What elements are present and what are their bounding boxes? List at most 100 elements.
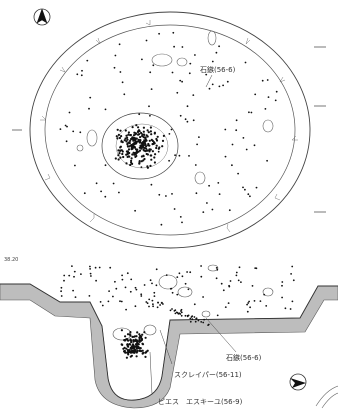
artifact-dot (142, 148, 145, 151)
artifact-dot (144, 136, 147, 139)
artifact-dot (145, 134, 148, 137)
artifact-dot (148, 105, 150, 108)
artifact-dot (161, 301, 163, 304)
artifact-dot (250, 111, 253, 114)
artifact-dot (159, 304, 162, 306)
artifact-dot (231, 164, 233, 167)
artifact-dot (191, 315, 194, 318)
artifact-dot (179, 114, 182, 117)
artifact-dot (118, 191, 120, 194)
artifact-dot (89, 96, 92, 99)
artifact-dot (142, 136, 145, 139)
artifact-dot (148, 149, 151, 152)
artifact-dot (242, 186, 244, 189)
artifact-dot (237, 279, 240, 282)
artifact-dot (197, 319, 200, 322)
artifact-dot (179, 79, 182, 82)
artifact-dot (126, 143, 129, 146)
artifact-dot (79, 131, 82, 134)
artifact-dot (134, 140, 137, 143)
artifact-dot (192, 119, 195, 122)
artifact-dot (145, 301, 148, 303)
artifact-dot (218, 85, 221, 88)
artifact-dot (143, 284, 146, 286)
artifact-dot (145, 152, 148, 156)
artifact-dot (174, 154, 177, 157)
artifact-dot (119, 300, 121, 303)
artifact-dot (245, 148, 248, 151)
artifact-dot (127, 133, 130, 136)
artifact-dot (217, 182, 220, 184)
artifact-dot (150, 133, 153, 136)
artifact-dot (290, 273, 292, 275)
artifact-dot (146, 302, 149, 305)
artifact-dot (124, 129, 127, 132)
artifact-dot (168, 159, 171, 162)
artifact-dot (216, 268, 219, 271)
artifact-dot (134, 339, 137, 342)
artifact-dot (180, 308, 183, 311)
artifact-dot (179, 216, 182, 218)
artifact-dot (101, 304, 104, 307)
artifact-dot (125, 140, 128, 143)
artifact-dot (176, 293, 179, 296)
artifact-dot (247, 193, 250, 196)
artifact-dot (224, 128, 227, 131)
artifact-dot (129, 355, 132, 358)
artifact-dot (149, 126, 152, 129)
artifact-dot (186, 271, 189, 273)
artifact-dot (152, 303, 154, 306)
artifact-dot (168, 133, 171, 135)
artifact-dot (186, 315, 189, 318)
artifact-dot (90, 275, 92, 277)
artifact-dot (198, 136, 200, 139)
artifact-dot (119, 129, 122, 132)
artifact-dot (120, 300, 123, 303)
artifact-dot (120, 139, 123, 142)
artifact-dot (68, 111, 71, 114)
artifact-dot (124, 335, 127, 338)
artifact-dot (125, 308, 127, 311)
artifact-dot (248, 300, 251, 303)
artifact-dot (142, 142, 145, 145)
artifact-dot (104, 108, 107, 111)
artifact-dot (125, 162, 128, 165)
artifact-dot (142, 130, 145, 133)
artifact-dot (184, 314, 187, 317)
artifact-dot (157, 147, 160, 150)
artifact-dot (150, 183, 153, 186)
artifact-dot (143, 331, 146, 334)
artifact-dot (138, 338, 141, 341)
plan-label-stone-tool: 石鏃(56-6) (200, 65, 236, 74)
artifact-dot (153, 132, 156, 135)
artifact-dot (251, 285, 254, 287)
artifact-dot (138, 333, 141, 336)
artifact-dot (131, 126, 134, 129)
artifact-dot (60, 290, 62, 293)
artifact-dot (291, 300, 294, 303)
artifact-dot (153, 142, 156, 145)
artifact-dot (100, 190, 102, 193)
section-label-piece-esquillee: ピエス エスキーユ(56-9) (158, 398, 243, 406)
central-inner (115, 123, 169, 169)
artifact-dot (127, 339, 130, 342)
section-soil-fill (0, 283, 338, 409)
artifact-dot (174, 312, 177, 315)
artifact-dot (148, 139, 151, 142)
artifact-dot (119, 71, 122, 73)
artifact-dot (123, 350, 126, 353)
artifact-dot (108, 290, 110, 292)
artifact-dot (261, 79, 264, 82)
artifact-dot (215, 267, 218, 269)
artifact-dot (133, 137, 136, 140)
artifact-dot (165, 274, 168, 276)
artifact-dot (169, 287, 172, 290)
artifact-dot (181, 46, 184, 48)
artifact-dot (136, 343, 139, 346)
artifact-dot (121, 278, 124, 281)
artifact-dot (128, 333, 131, 336)
artifact-dot (126, 343, 130, 346)
artifact-dot (147, 131, 150, 134)
artifact-dot (186, 120, 189, 123)
artifact-dot (136, 148, 139, 151)
